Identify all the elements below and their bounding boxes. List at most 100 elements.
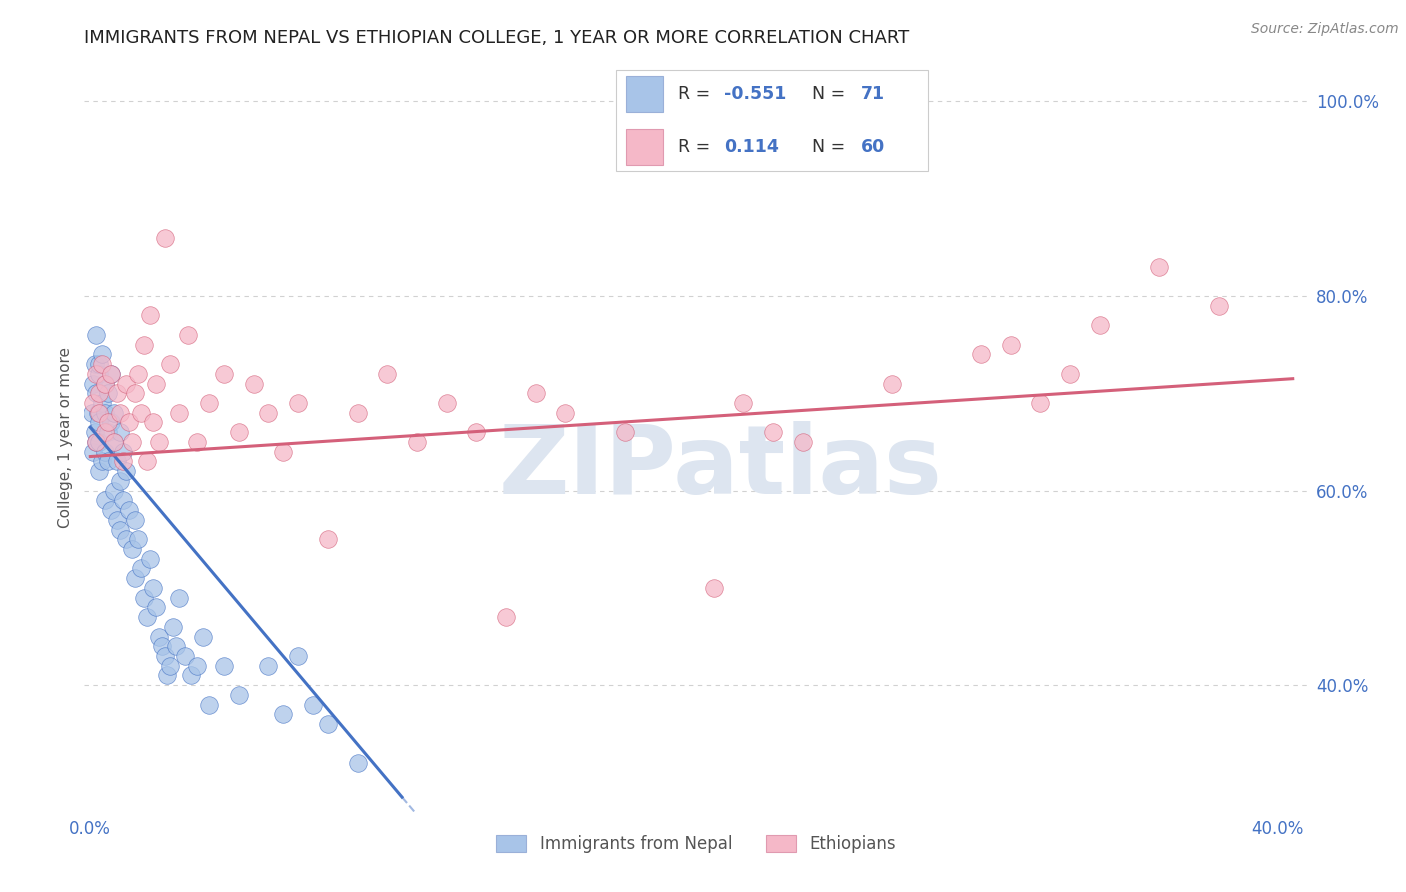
Point bbox=[135, 610, 157, 624]
Point bbox=[762, 425, 785, 440]
Point bbox=[84, 367, 107, 381]
Point bbox=[103, 406, 125, 420]
Point bbox=[613, 425, 636, 440]
Point bbox=[80, 406, 103, 420]
Text: N =: N = bbox=[813, 138, 851, 156]
Point bbox=[89, 434, 111, 449]
Point bbox=[162, 620, 184, 634]
Point bbox=[792, 434, 814, 449]
Point bbox=[302, 698, 325, 712]
Point bbox=[242, 376, 264, 391]
Point bbox=[148, 434, 170, 449]
Point bbox=[118, 416, 141, 430]
Point bbox=[271, 707, 294, 722]
Point bbox=[132, 337, 155, 351]
Point bbox=[108, 474, 131, 488]
Point bbox=[105, 386, 128, 401]
Point bbox=[186, 658, 208, 673]
Point bbox=[91, 347, 114, 361]
Point bbox=[105, 513, 128, 527]
Point bbox=[970, 347, 993, 361]
Point bbox=[129, 406, 152, 420]
Text: 0.114: 0.114 bbox=[724, 138, 779, 156]
Point bbox=[406, 434, 429, 449]
Text: N =: N = bbox=[813, 85, 851, 103]
Point bbox=[132, 591, 155, 605]
Point bbox=[82, 396, 104, 410]
Point bbox=[436, 396, 458, 410]
Point bbox=[198, 698, 221, 712]
Legend: Immigrants from Nepal, Ethiopians: Immigrants from Nepal, Ethiopians bbox=[489, 828, 903, 860]
Point bbox=[198, 396, 221, 410]
Point bbox=[124, 513, 146, 527]
Point bbox=[142, 581, 165, 595]
Point bbox=[148, 630, 170, 644]
Point bbox=[108, 406, 131, 420]
Text: -0.551: -0.551 bbox=[724, 85, 786, 103]
Point bbox=[108, 523, 131, 537]
Text: 60: 60 bbox=[860, 138, 886, 156]
Point bbox=[495, 610, 517, 624]
Point bbox=[186, 434, 208, 449]
Point bbox=[127, 533, 149, 547]
Point bbox=[1147, 260, 1170, 274]
Point bbox=[94, 425, 117, 440]
Point bbox=[84, 386, 107, 401]
Point bbox=[1208, 299, 1230, 313]
Point bbox=[287, 396, 309, 410]
Point bbox=[129, 561, 152, 575]
Point bbox=[111, 444, 134, 458]
Point bbox=[84, 434, 107, 449]
Point bbox=[127, 367, 149, 381]
Point bbox=[82, 376, 104, 391]
Point bbox=[94, 493, 117, 508]
Point bbox=[115, 533, 138, 547]
Point bbox=[703, 581, 725, 595]
Point bbox=[103, 483, 125, 498]
Point bbox=[142, 416, 165, 430]
Point bbox=[880, 376, 903, 391]
Point bbox=[554, 406, 576, 420]
Point bbox=[100, 416, 122, 430]
Point bbox=[100, 367, 122, 381]
Point bbox=[124, 386, 146, 401]
Point bbox=[145, 600, 167, 615]
Point bbox=[138, 551, 160, 566]
Point bbox=[89, 367, 111, 381]
Point bbox=[108, 425, 131, 440]
Point bbox=[316, 717, 339, 731]
Point bbox=[89, 357, 111, 371]
Text: IMMIGRANTS FROM NEPAL VS ETHIOPIAN COLLEGE, 1 YEAR OR MORE CORRELATION CHART: IMMIGRANTS FROM NEPAL VS ETHIOPIAN COLLE… bbox=[84, 29, 910, 47]
Point bbox=[138, 309, 160, 323]
Point bbox=[91, 396, 114, 410]
Point bbox=[124, 571, 146, 585]
Point bbox=[169, 591, 191, 605]
Point bbox=[118, 503, 141, 517]
Point bbox=[153, 648, 176, 663]
Point bbox=[174, 648, 197, 663]
Text: Source: ZipAtlas.com: Source: ZipAtlas.com bbox=[1251, 22, 1399, 37]
FancyBboxPatch shape bbox=[626, 76, 664, 112]
Point bbox=[159, 658, 181, 673]
Point bbox=[84, 327, 107, 342]
Point bbox=[103, 434, 125, 449]
Point bbox=[257, 658, 280, 673]
Point bbox=[91, 454, 114, 468]
Point bbox=[212, 658, 235, 673]
Point bbox=[83, 425, 105, 440]
Point bbox=[287, 648, 309, 663]
Point bbox=[97, 425, 120, 440]
Point bbox=[1029, 396, 1052, 410]
Point bbox=[156, 668, 179, 682]
Point bbox=[1059, 367, 1081, 381]
Point bbox=[150, 640, 173, 654]
Point bbox=[115, 376, 138, 391]
Point bbox=[524, 386, 547, 401]
Point bbox=[97, 454, 120, 468]
Point bbox=[212, 367, 235, 381]
Point bbox=[191, 630, 214, 644]
Point bbox=[100, 367, 122, 381]
Point bbox=[271, 444, 294, 458]
Point bbox=[180, 668, 202, 682]
Point bbox=[105, 454, 128, 468]
